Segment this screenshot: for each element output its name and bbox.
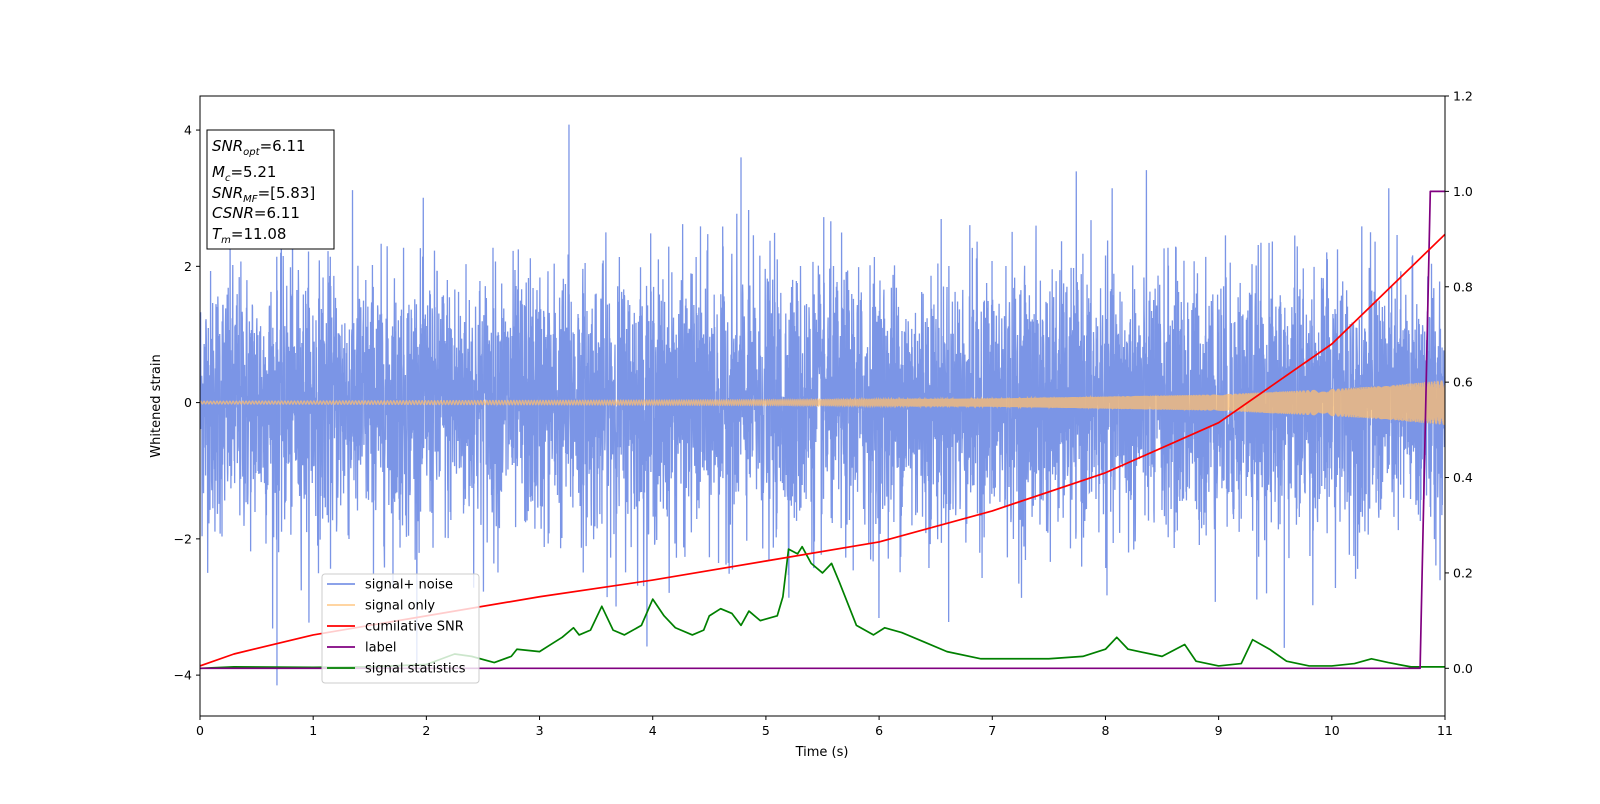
x-tick-label: 1	[309, 723, 317, 738]
legend-label-label: label	[365, 641, 396, 656]
annotation-snr-mf: SNRMF=[5.83]	[212, 184, 315, 205]
y2-tick-label: 1.2	[1453, 89, 1473, 104]
annotation-frame	[206, 129, 335, 250]
y-tick-label: −4	[174, 668, 192, 683]
legend-label-signal-statistics: signal statistics	[365, 662, 466, 677]
legend-label-signal-only: signal only	[365, 599, 435, 614]
x-tick-label: 2	[422, 723, 430, 738]
x-tick-label: 3	[536, 723, 544, 738]
y-axis-label: Whitened strain	[149, 354, 164, 457]
annotation-box: SNRopt=6.11 Mc=5.21 SNRMF=[5.83] CSNR=6.…	[206, 129, 335, 250]
annotation-snr-opt: SNRopt=6.11	[212, 137, 306, 158]
x-tick-label: 7	[988, 723, 996, 738]
series-label-line	[200, 190, 1445, 670]
annotation-mc: Mc=5.21	[212, 163, 276, 184]
x-tick-label: 6	[875, 723, 883, 738]
series-signal-statistics-line	[200, 545, 1445, 670]
y2-tick-label: 0.6	[1453, 375, 1473, 390]
x-tick-label: 10	[1324, 723, 1340, 738]
annotation-csnr: CSNR=6.11	[212, 204, 300, 222]
legend-frame	[321, 573, 480, 684]
legend-label-cumilative-snr: cumilative SNR	[365, 620, 464, 635]
x-tick-label: 4	[649, 723, 657, 738]
series-signal-noise-line	[200, 170, 1445, 664]
y-tick-label: −2	[174, 531, 192, 546]
y2-tick-label: 0.8	[1453, 279, 1473, 294]
y2-tick-label: 0.0	[1453, 661, 1473, 676]
ticks-layer: 0 1 2 3 4 5 6 7 8 9 10 11 −4 −2 0 2 4 0.0 0.2 0.4 0.6 0.8 1.0 1…	[174, 89, 1473, 739]
plot-frame	[199, 95, 1446, 717]
annotation-tm: Tm=11.08	[212, 225, 286, 246]
y2-tick-label: 0.4	[1453, 470, 1473, 485]
x-tick-label: 8	[1101, 723, 1109, 738]
y2-tick-label: 1.0	[1453, 184, 1473, 199]
plot-content	[200, 124, 1445, 686]
y-tick-label: 0	[184, 395, 192, 410]
x-axis-label: Time (s)	[795, 745, 849, 760]
x-tick-label: 5	[762, 723, 770, 738]
x-tick-label: 11	[1437, 723, 1453, 738]
y2-tick-label: 0.2	[1453, 565, 1473, 580]
series-signal-only-line	[200, 380, 1445, 425]
x-tick-label: 0	[196, 723, 204, 738]
y-tick-label: 4	[184, 123, 192, 138]
y-tick-label: 2	[184, 259, 192, 274]
x-tick-label: 9	[1215, 723, 1223, 738]
legend-label-signal-noise: signal+ noise	[365, 578, 453, 593]
legend: signal+ noise signal only cumilative SNR la…	[321, 573, 480, 684]
